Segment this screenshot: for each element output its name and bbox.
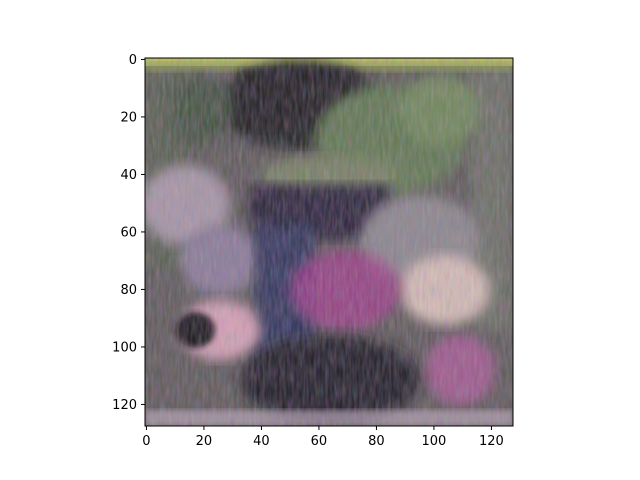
generated-image — [145, 58, 513, 426]
y-tick-label: 0 — [129, 53, 137, 68]
y-tick-label: 40 — [120, 168, 137, 183]
y-axis: 0 20 40 60 80 100 120 — [112, 53, 145, 413]
x-tick-label: 120 — [479, 434, 504, 449]
x-tick-label: 100 — [422, 434, 447, 449]
y-tick-label: 120 — [112, 398, 137, 413]
y-tick-label: 100 — [112, 340, 137, 355]
y-tick-label: 80 — [120, 283, 137, 298]
axes-frame — [144, 57, 514, 427]
x-tick-label: 80 — [368, 434, 385, 449]
x-tick-label: 60 — [311, 434, 328, 449]
x-axis: 0 20 40 60 80 100 120 — [142, 426, 504, 449]
x-tick-label: 0 — [142, 434, 150, 449]
y-tick-label: 20 — [120, 110, 137, 125]
x-tick-label: 20 — [196, 434, 213, 449]
x-tick-label: 40 — [253, 434, 270, 449]
y-tick-label: 60 — [120, 225, 137, 240]
